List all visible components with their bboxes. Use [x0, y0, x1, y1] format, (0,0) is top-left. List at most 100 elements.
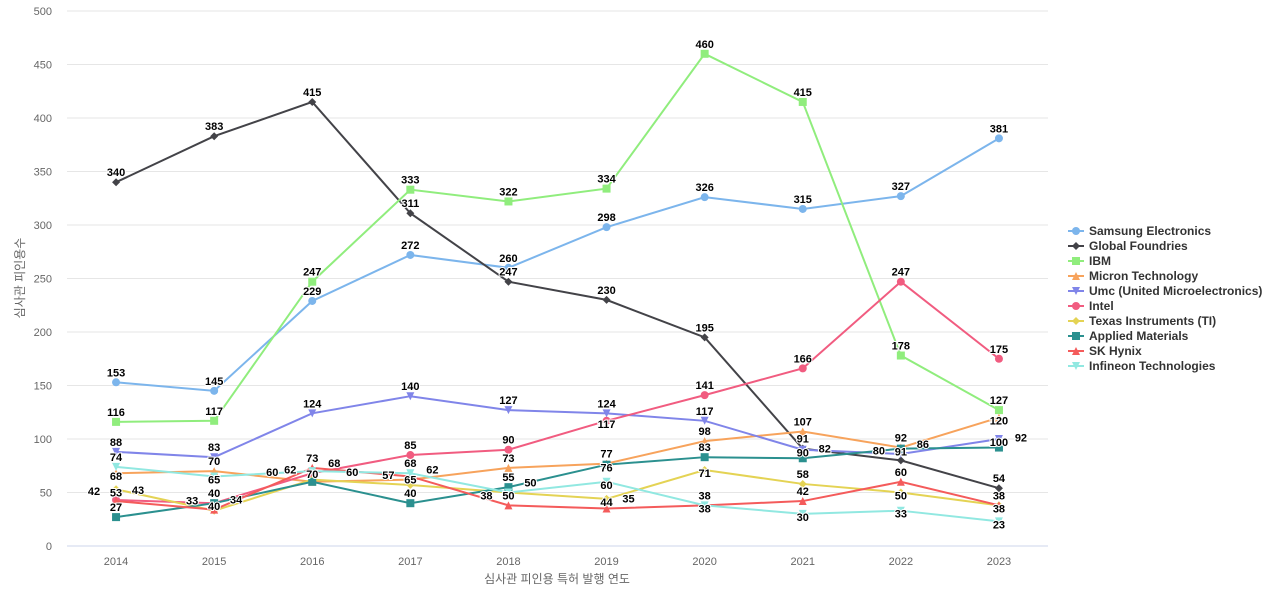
legend-item[interactable]: Umc (United Microelectronics) — [1068, 283, 1262, 298]
data-point[interactable] — [798, 364, 807, 373]
legend-marker-icon[interactable] — [1072, 301, 1080, 310]
data-point[interactable] — [602, 477, 611, 486]
legend-item[interactable]: Global Foundries — [1068, 238, 1262, 253]
data-point[interactable] — [504, 277, 513, 286]
data-point[interactable] — [210, 416, 219, 425]
data-point[interactable] — [504, 488, 513, 497]
data-point[interactable] — [700, 453, 709, 462]
data-point[interactable] — [700, 466, 709, 475]
data-point[interactable] — [210, 453, 219, 462]
legend-item[interactable]: Micron Technology — [1068, 268, 1262, 283]
data-point[interactable] — [112, 497, 121, 506]
legend-item[interactable]: Infineon Technologies — [1068, 358, 1262, 373]
data-point[interactable] — [896, 351, 905, 360]
data-point[interactable] — [896, 192, 905, 201]
data-point[interactable] — [210, 386, 219, 395]
data-point[interactable] — [602, 504, 611, 513]
legend-marker-icon[interactable] — [1072, 241, 1080, 250]
legend-marker-icon[interactable] — [1072, 256, 1080, 265]
data-point[interactable] — [406, 469, 415, 478]
data-point[interactable] — [994, 484, 1003, 493]
data-point[interactable] — [798, 479, 807, 488]
data-point[interactable] — [504, 483, 513, 492]
data-point[interactable] — [602, 494, 611, 503]
data-point[interactable] — [994, 134, 1003, 143]
legend-marker-icon[interactable] — [1072, 361, 1080, 370]
data-point[interactable] — [994, 443, 1003, 452]
data-point[interactable] — [112, 469, 121, 478]
data-point[interactable] — [308, 477, 317, 486]
data-point[interactable] — [406, 250, 415, 259]
data-point[interactable] — [700, 193, 709, 202]
legend-marker-icon[interactable] — [1072, 331, 1080, 340]
data-point[interactable] — [994, 413, 1003, 422]
data-point[interactable] — [700, 333, 709, 342]
data-point[interactable] — [406, 499, 415, 508]
legend-marker-icon[interactable] — [1072, 226, 1080, 235]
data-point[interactable] — [602, 460, 611, 469]
data-point[interactable] — [602, 184, 611, 193]
data-point[interactable] — [308, 296, 317, 305]
data-point[interactable] — [602, 223, 611, 232]
data-point[interactable] — [210, 505, 219, 514]
data-point[interactable] — [406, 451, 415, 460]
data-point[interactable] — [994, 354, 1003, 363]
data-point[interactable] — [112, 178, 121, 187]
data-point[interactable] — [896, 488, 905, 497]
data-point[interactable] — [504, 445, 513, 454]
data-point[interactable] — [210, 472, 219, 481]
data-point[interactable] — [896, 506, 905, 515]
legend-item[interactable]: SK Hynix — [1068, 343, 1262, 358]
data-point[interactable] — [896, 277, 905, 286]
data-point[interactable] — [112, 462, 121, 471]
data-point[interactable] — [896, 444, 905, 453]
legend-marker-icon[interactable] — [1072, 271, 1080, 280]
legend-marker-icon[interactable] — [1072, 286, 1080, 295]
data-point[interactable] — [112, 417, 121, 426]
data-point[interactable] — [308, 409, 317, 418]
data-point[interactable] — [504, 501, 513, 510]
data-point[interactable] — [700, 501, 709, 510]
data-point[interactable] — [504, 463, 513, 472]
data-point[interactable] — [994, 435, 1003, 443]
data-point[interactable] — [700, 49, 709, 58]
data-point[interactable] — [504, 197, 513, 206]
data-point[interactable] — [504, 406, 513, 415]
data-point[interactable] — [602, 409, 611, 418]
data-point[interactable] — [112, 378, 121, 387]
data-point[interactable] — [798, 445, 807, 454]
data-point[interactable] — [798, 427, 807, 436]
data-point[interactable] — [406, 185, 415, 194]
data-point[interactable] — [406, 392, 415, 401]
legend-item[interactable]: Texas Instruments (TI) — [1068, 313, 1262, 328]
data-point[interactable] — [700, 391, 709, 400]
data-point[interactable] — [798, 497, 807, 506]
data-point[interactable] — [602, 295, 611, 304]
legend-marker-icon[interactable] — [1072, 346, 1080, 355]
legend-item[interactable]: IBM — [1068, 253, 1262, 268]
legend-marker-icon[interactable] — [1072, 316, 1080, 325]
data-point[interactable] — [406, 209, 415, 218]
data-point[interactable] — [896, 477, 905, 486]
data-point[interactable] — [308, 277, 317, 286]
data-point[interactable] — [700, 416, 709, 425]
data-point[interactable] — [798, 509, 807, 518]
data-point[interactable] — [406, 481, 415, 490]
data-point[interactable] — [798, 204, 807, 213]
data-point[interactable] — [798, 454, 807, 463]
data-point[interactable] — [994, 501, 1003, 510]
data-point[interactable] — [210, 499, 219, 508]
data-point[interactable] — [308, 467, 317, 476]
data-point[interactable] — [112, 513, 121, 522]
data-point[interactable] — [700, 437, 709, 446]
legend-item[interactable]: Intel — [1068, 298, 1262, 313]
data-point[interactable] — [994, 406, 1003, 415]
data-point[interactable] — [210, 132, 219, 141]
data-point[interactable] — [602, 416, 611, 425]
data-point[interactable] — [504, 263, 513, 272]
data-point[interactable] — [896, 456, 905, 465]
data-point[interactable] — [112, 485, 121, 494]
data-point[interactable] — [994, 517, 1003, 526]
data-point[interactable] — [308, 97, 317, 106]
legend-item[interactable]: Applied Materials — [1068, 328, 1262, 343]
